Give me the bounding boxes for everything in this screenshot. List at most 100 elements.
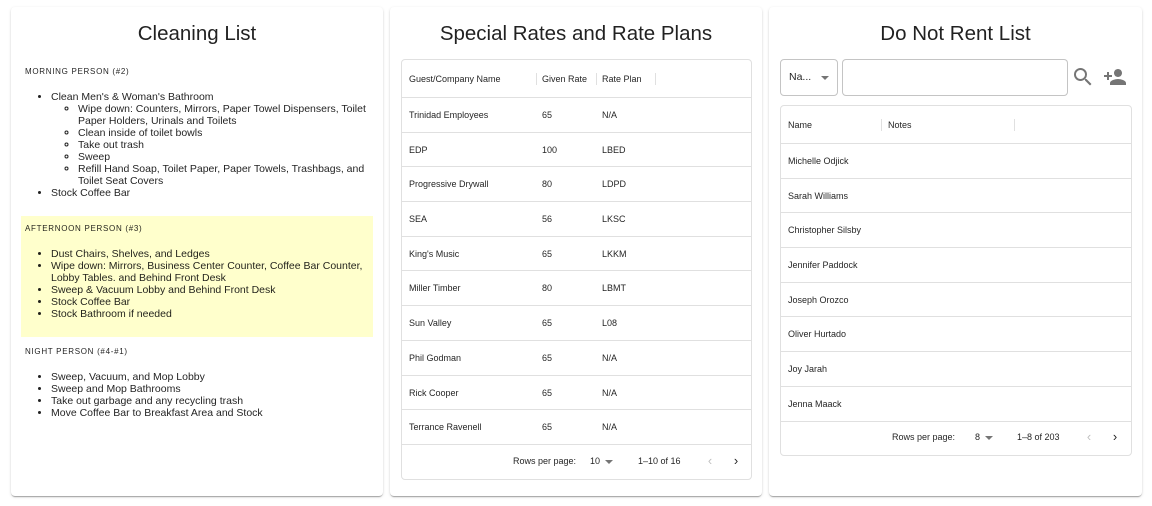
cell-rate: 100 [542, 144, 558, 155]
table-row[interactable]: Trinidad Employees 65 N/A [402, 98, 751, 133]
column-separator[interactable] [1014, 119, 1015, 131]
column-header-notes[interactable]: Notes [888, 120, 912, 130]
rows-per-page-select[interactable]: 8 [975, 419, 994, 455]
column-header-name[interactable]: Guest/Company Name [409, 74, 501, 84]
table-row[interactable]: Oliver Hurtado [781, 317, 1131, 353]
list-item: Dust Chairs, Shelves, and Ledges [51, 248, 373, 260]
search-field-select-value: Na... [789, 71, 812, 83]
cell-name: King's Music [409, 248, 460, 259]
table-row[interactable]: Sarah Williams [781, 179, 1131, 214]
rates-title: Special Rates and Rate Plans [439, 22, 713, 45]
table-row[interactable]: Sun Valley 65 L08 [402, 306, 751, 341]
table-row[interactable]: Jenna Maack [781, 387, 1131, 422]
list-item: Sweep, Vacuum, and Mop Lobby [51, 371, 373, 383]
cell-plan: LKSC [602, 214, 626, 225]
list-item: Stock Bathroom if needed [51, 308, 373, 320]
previous-page-button[interactable]: ‹ [707, 453, 713, 468]
rates-table: Guest/Company Name Given Rate Rate Plan … [401, 59, 752, 480]
table-row[interactable]: Terrance Ravenell 65 N/A [402, 410, 751, 445]
cell-plan: LKKM [602, 248, 627, 259]
list-item: Sweep and Mop Bathrooms [51, 383, 373, 395]
list-item: Take out garbage and any recycling trash [51, 395, 373, 407]
search-icon [1074, 68, 1092, 86]
list-item: Wipe down: Counters, Mirrors, Paper Towe… [78, 103, 373, 127]
table-row[interactable]: Miller Timber 80 LBMT [402, 271, 751, 307]
cell-rate: 65 [542, 318, 553, 329]
cleaning-list-card: Cleaning List MORNING PERSON (#2) Clean … [11, 7, 383, 496]
morning-task-list: Clean Men's & Woman's Bathroom Wipe down… [25, 91, 373, 199]
table-row[interactable]: King's Music 65 LKKM [402, 237, 751, 272]
table-row[interactable]: Jennifer Paddock [781, 248, 1131, 283]
cell-rate: 56 [542, 214, 553, 225]
table-row[interactable]: Progressive Drywall 80 LDPD [402, 167, 751, 203]
rows-per-page-label: Rows per page: [892, 432, 956, 442]
table-row[interactable]: Christopher Silsby [781, 213, 1131, 249]
list-item: Sweep [78, 151, 373, 163]
cell-plan: L08 [602, 318, 618, 329]
cell-name: Phil Godman [409, 352, 462, 363]
cell-rate: 80 [542, 283, 553, 294]
rates-card: Special Rates and Rate Plans Guest/Compa… [390, 7, 762, 496]
cell-name: Joy Jarah [788, 364, 828, 375]
cell-name: Jenna Maack [788, 398, 842, 409]
cell-name: Joseph Orozco [788, 294, 849, 305]
table-row[interactable]: Phil Godman 65 N/A [402, 341, 751, 376]
do-not-rent-title: Do Not Rent List [880, 22, 1031, 45]
cleaning-list-title: Cleaning List [137, 22, 257, 45]
cell-plan: N/A [602, 352, 618, 363]
table-row[interactable]: Rick Cooper 65 N/A [402, 376, 751, 411]
rows-per-page-select[interactable]: 10 [590, 443, 614, 479]
cell-plan: LDPD [602, 179, 627, 190]
cell-rate: 65 [542, 248, 553, 259]
add-person-button[interactable] [1103, 65, 1127, 89]
rates-table-body: Trinidad Employees 65 N/A EDP 100 LBED Progr… [402, 98, 751, 445]
table-row[interactable]: SEA 56 LKSC [402, 202, 751, 237]
table-row[interactable]: Joy Jarah [781, 352, 1131, 387]
cell-plan: N/A [602, 110, 618, 120]
cell-name: Terrance Ravenell [409, 422, 482, 433]
rates-table-header: Guest/Company Name Given Rate Rate Plan [402, 60, 751, 98]
search-button[interactable] [1071, 65, 1095, 89]
do-not-rent-table-header: Name Notes [781, 106, 1131, 144]
column-separator[interactable] [881, 119, 882, 131]
dropdown-arrow-icon [605, 459, 614, 464]
afternoon-section: AFTERNOON PERSON (#3) Dust Chairs, Shelv… [21, 216, 373, 337]
next-page-button[interactable]: › [1112, 429, 1118, 444]
column-header-plan[interactable]: Rate Plan [602, 74, 642, 84]
dropdown-arrow-icon [985, 435, 994, 440]
list-item: Stock Coffee Bar [51, 296, 373, 308]
cell-name: Michelle Odjick [788, 156, 849, 166]
column-header-rate[interactable]: Given Rate [542, 74, 588, 84]
rows-per-page-label: Rows per page: [513, 456, 577, 466]
cell-name: Christopher Silsby [788, 225, 862, 236]
cell-name: Sun Valley [409, 318, 452, 329]
table-row[interactable]: Joseph Orozco [781, 283, 1131, 318]
cell-name: Sarah Williams [788, 190, 849, 201]
table-row[interactable]: Michelle Odjick [781, 144, 1131, 179]
cell-rate: 80 [542, 179, 553, 190]
cell-name: Rick Cooper [409, 387, 459, 398]
previous-page-button[interactable]: ‹ [1086, 429, 1092, 444]
list-item: Clean Men's & Woman's Bathroom Wipe down… [51, 91, 373, 187]
cell-name: SEA [409, 214, 428, 225]
do-not-rent-table: Name Notes Michelle Odjick Sarah William… [780, 105, 1132, 456]
morning-section: MORNING PERSON (#2) Clean Men's & Woman'… [21, 67, 373, 199]
pagination-range: 1–10 of 16 [638, 456, 681, 466]
table-row[interactable]: EDP 100 LBED [402, 133, 751, 168]
bathroom-subtask-list: Wipe down: Counters, Mirrors, Paper Towe… [51, 103, 373, 187]
do-not-rent-table-body: Michelle Odjick Sarah Williams Christoph… [781, 144, 1131, 422]
column-separator[interactable] [655, 73, 656, 85]
rates-pagination: Rows per page: 10 1–10 of 16 ‹ › [402, 443, 751, 479]
list-item: Clean inside of toilet bowls [78, 127, 373, 139]
night-section: NIGHT PERSON (#4-#1) Sweep, Vacuum, and … [21, 347, 373, 419]
cell-name: Oliver Hurtado [788, 329, 847, 340]
cell-rate: 65 [542, 352, 553, 363]
column-separator[interactable] [536, 73, 537, 85]
column-separator[interactable] [596, 73, 597, 85]
column-header-name[interactable]: Name [788, 120, 813, 130]
next-page-button[interactable]: › [733, 453, 739, 468]
search-field-select[interactable]: Na... [780, 59, 838, 96]
search-input[interactable] [842, 59, 1068, 96]
morning-heading: MORNING PERSON (#2) [25, 67, 130, 76]
list-item: Take out trash [78, 139, 373, 151]
